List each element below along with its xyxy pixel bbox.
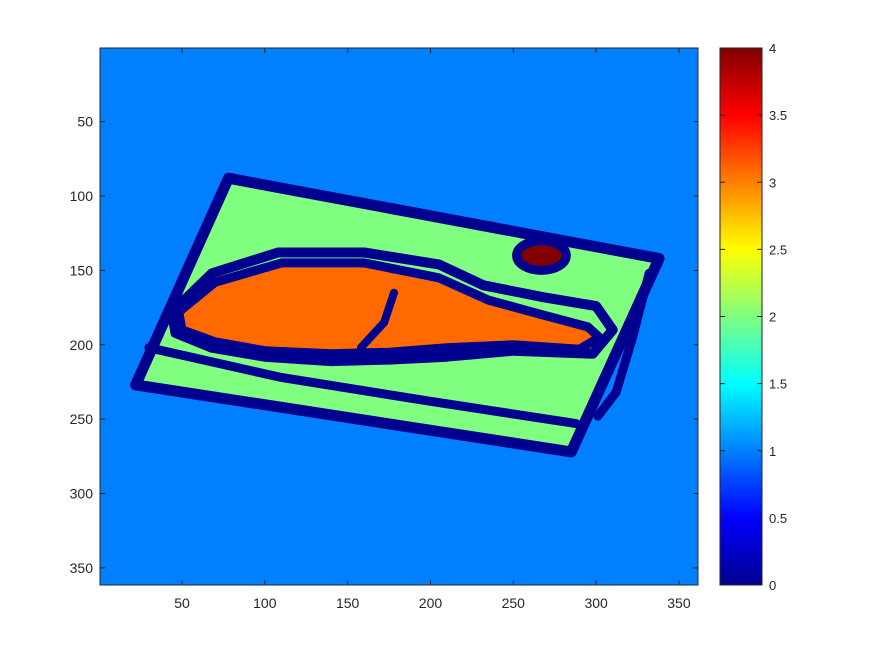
plot-frame <box>99 47 699 586</box>
colorbar-ticks: 0 0.5 1 1.5 2 2.5 3 3.5 4 <box>720 41 787 593</box>
colorbar-tick-label: 2.5 <box>769 242 787 257</box>
tray-inner-line-bottom <box>144 343 581 429</box>
y-tick-label: 100 <box>70 188 94 204</box>
colorbar-tick-label: 3 <box>769 175 776 190</box>
x-tick-label: 150 <box>336 595 360 611</box>
colorbar-tick-label: 1.5 <box>769 377 787 392</box>
tray-inner-line-right <box>593 268 654 421</box>
colorbar-tick-label: 1 <box>769 444 776 459</box>
colorbar-tick-label: 2 <box>769 310 776 325</box>
colorbar-tick-label: 3.5 <box>769 108 787 123</box>
drumstick-crease <box>356 288 398 352</box>
x-tick-label: 350 <box>667 595 691 611</box>
sauce-blob-region <box>512 236 571 275</box>
y-tick-label: 200 <box>70 337 94 353</box>
y-axis: 50 100 150 200 250 300 350 <box>70 114 698 576</box>
colorbar-tick-label: 4 <box>769 41 776 56</box>
colorbar-tick-label: 0 <box>769 578 776 593</box>
drumstick-rim <box>167 247 618 367</box>
x-tick-label: 200 <box>419 595 443 611</box>
colorbar <box>719 47 763 586</box>
heatmap-image <box>100 48 698 585</box>
x-tick-label: 300 <box>584 595 608 611</box>
y-tick-label: 250 <box>70 411 94 427</box>
x-tick-label: 100 <box>253 595 277 611</box>
x-axis: 50 100 150 200 250 300 350 <box>174 48 691 611</box>
y-tick-label: 300 <box>70 486 94 502</box>
x-tick-label: 250 <box>502 595 526 611</box>
y-tick-label: 50 <box>77 114 93 130</box>
y-tick-label: 150 <box>70 262 94 278</box>
colorbar-tick-label: 0.5 <box>769 511 787 526</box>
y-tick-label: 350 <box>70 560 94 576</box>
x-tick-label: 50 <box>174 595 190 611</box>
